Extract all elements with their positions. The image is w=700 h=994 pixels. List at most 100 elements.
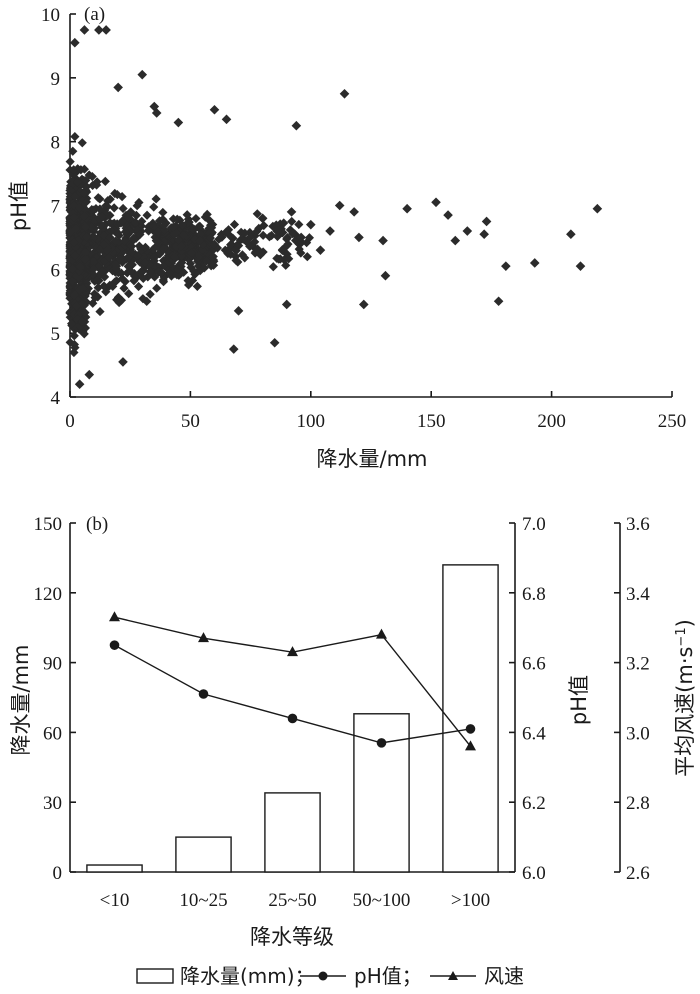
scatter-point	[233, 257, 243, 267]
scatter-point	[70, 131, 80, 142]
scatter-point	[65, 157, 75, 167]
scatter-point	[81, 222, 91, 232]
panel-b-left-tick-label: 90	[43, 654, 62, 675]
scatter-point	[172, 214, 182, 224]
scatter-point	[106, 226, 117, 236]
scatter-point	[176, 251, 187, 261]
scatter-point	[152, 236, 162, 247]
panel-b-right-tick-label: 6.2	[522, 793, 546, 814]
scatter-point	[221, 227, 231, 237]
ph-line	[114, 644, 471, 744]
scatter-point	[119, 283, 129, 293]
scatter-point	[182, 210, 192, 220]
scatter-point	[481, 216, 492, 227]
panel-a-x-tick-label: 50	[181, 411, 200, 432]
scatter-point	[111, 276, 122, 286]
scatter-point	[192, 281, 202, 291]
scatter-point	[140, 242, 151, 252]
scatter-point	[158, 207, 168, 218]
scatter-point	[157, 268, 167, 278]
panel-b-category-label: 25~50	[268, 890, 316, 911]
scatter-point	[120, 227, 131, 237]
panel-b-right-tick-label: 6.4	[522, 723, 546, 744]
scatter-point	[75, 285, 85, 295]
scatter-point	[136, 266, 147, 277]
scatter-point	[102, 245, 112, 255]
panel-a-x-tick-label: 200	[537, 411, 566, 432]
panel-b-right2-ticks: 2.6 2.8 3.0 3.2 3.4 3.6	[614, 514, 650, 884]
scatter-point	[201, 256, 211, 266]
scatter-point	[294, 219, 304, 230]
scatter-point	[291, 120, 302, 131]
scatter-panel-a: (a) 4 5 6 7 8 9 10 0 50 100 150 200 250 降水量/mm pH值	[7, 4, 686, 471]
scatter-point	[493, 296, 504, 307]
ph-point	[376, 738, 387, 748]
panel-a-point-cloud	[65, 131, 315, 358]
panel-a-x-tick-label: 150	[417, 411, 446, 432]
panel-b-tag: (b)	[86, 514, 108, 535]
scatter-point	[118, 242, 128, 252]
panel-b-right2-tick-label: 3.6	[626, 514, 650, 535]
panel-b-category-label: >100	[451, 890, 490, 911]
scatter-point	[286, 207, 297, 217]
panel-b-ph-series	[109, 640, 476, 748]
scatter-point	[195, 266, 205, 276]
scatter-point	[71, 301, 81, 311]
panel-b-left-tick-label: 150	[34, 514, 63, 535]
panel-b-category-label: <10	[100, 890, 130, 911]
scatter-point	[81, 175, 91, 186]
panel-b-right2-tick-label: 2.6	[626, 863, 650, 884]
scatter-point	[69, 165, 79, 175]
scatter-point	[101, 201, 111, 211]
scatter-point	[127, 247, 137, 258]
ph-point	[465, 724, 476, 734]
scatter-point	[123, 213, 133, 223]
scatter-point	[169, 229, 179, 239]
scatter-point	[193, 261, 204, 271]
scatter-point	[81, 182, 92, 192]
scatter-point	[76, 165, 86, 175]
panel-a-y-tick-label: 9	[51, 69, 61, 90]
scatter-point	[90, 260, 100, 270]
scatter-point	[172, 270, 182, 280]
scatter-point	[127, 260, 137, 270]
scatter-point	[221, 114, 232, 125]
scatter-point	[191, 213, 201, 224]
scatter-point	[81, 312, 91, 322]
panel-a-x-ticks: 0 50 100 150 200 250	[65, 391, 686, 432]
scatter-point	[257, 213, 268, 224]
scatter-point	[117, 192, 127, 202]
scatter-point	[113, 292, 124, 302]
scatter-point	[354, 232, 364, 243]
scatter-point	[120, 276, 130, 287]
scatter-point	[74, 272, 84, 282]
wind-point	[109, 611, 120, 622]
scatter-point	[269, 337, 280, 348]
scatter-point	[145, 267, 155, 277]
scatter-point	[150, 272, 160, 282]
scatter-point	[223, 248, 233, 259]
panel-a-y-tick-label: 10	[41, 5, 60, 26]
scatter-point	[95, 306, 105, 317]
scatter-point	[101, 287, 111, 297]
legend: 降水量(mm)； pH值； 风速	[136, 964, 524, 988]
scatter-point	[82, 232, 92, 242]
scatter-point	[193, 222, 204, 232]
panel-b-right2-tick-label: 3.4	[626, 584, 650, 605]
scatter-point	[117, 274, 127, 284]
scatter-point	[67, 319, 77, 329]
scatter-point	[93, 262, 103, 272]
scatter-point	[462, 226, 473, 236]
panel-b-category-label: 10~25	[179, 890, 227, 911]
panel-a-points	[70, 25, 603, 390]
scatter-point	[158, 214, 168, 225]
scatter-point	[209, 239, 219, 249]
scatter-point	[189, 266, 199, 276]
scatter-point	[97, 212, 107, 222]
scatter-point	[88, 256, 99, 267]
precip-bar	[175, 836, 232, 873]
scatter-point	[287, 216, 297, 227]
scatter-point	[251, 247, 261, 257]
scatter-point	[124, 289, 134, 299]
panel-b-right2-tick-label: 3.0	[626, 723, 650, 744]
